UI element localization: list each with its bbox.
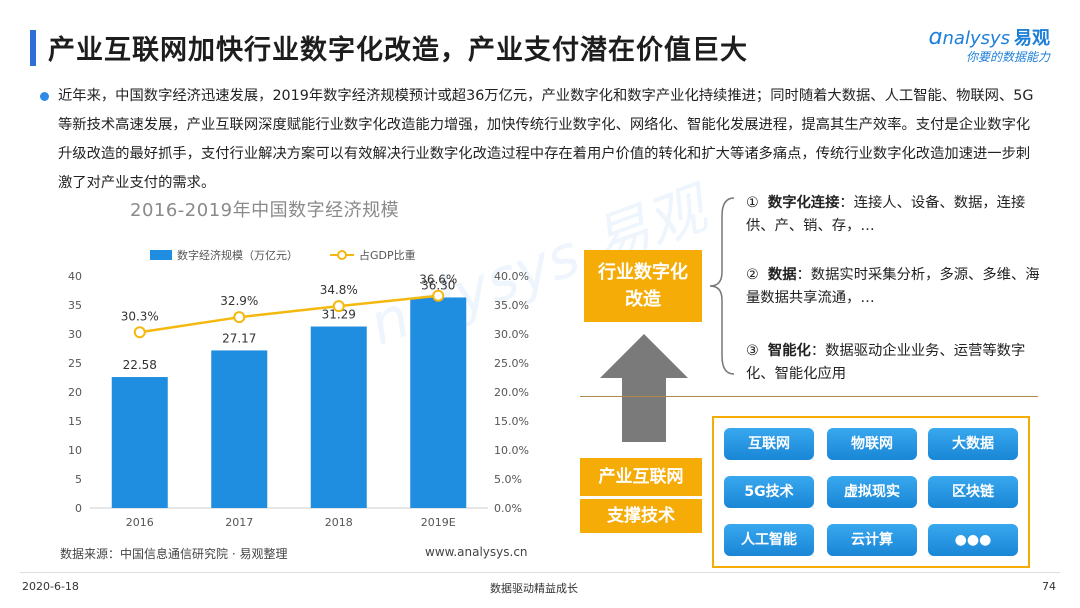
line-label-2017: 32.9% xyxy=(220,294,258,308)
logo-latin: nalysys xyxy=(942,28,1011,49)
data-source: 数据来源：中国信息通信研究院 · 易观整理 xyxy=(60,547,288,561)
point-1-text: ：连接人、设备、数据，连接供、产、销、存，… xyxy=(746,195,1026,234)
bar-2018 xyxy=(310,326,367,508)
y-right-tick: 40.0% xyxy=(494,270,529,283)
footer-date: 2020-6-18 xyxy=(22,580,79,593)
footer-slogan: 数据驱动精益成长 xyxy=(490,582,578,595)
economy-chart: 数字经济规模（万亿元） 占GDP比重 0 5 10 15 20 25 30 35 40 0.0% 5.0… xyxy=(68,248,529,529)
y-right-tick: 15.0% xyxy=(494,415,529,428)
point-3-num: ③ xyxy=(746,343,759,359)
bar-label-2017: 27.17 xyxy=(222,331,256,345)
y-right-tick: 20.0% xyxy=(494,386,529,399)
tech-tile-more: ●●● xyxy=(928,524,1018,556)
y-left-tick: 15 xyxy=(68,415,82,428)
intro-paragraph: 近年来，中国数字经济迅速发展，2019年数字经济规模预计或超36万亿元，产业数字… xyxy=(58,88,1034,191)
y-left-tick: 30 xyxy=(68,328,82,341)
bullet-dot-icon xyxy=(40,92,49,101)
y-left-tick: 0 xyxy=(75,502,82,515)
industry-digitalization-box: 行业数字化 改造 xyxy=(584,250,702,322)
x-tick-2018: 2018 xyxy=(325,516,353,529)
y-left-tick: 20 xyxy=(68,386,82,399)
page-title: 产业互联网加快行业数字化改造，产业支付潜在价值巨大 xyxy=(48,35,748,66)
y-left-tick: 35 xyxy=(68,299,82,312)
y-right-tick: 30.0% xyxy=(494,328,529,341)
up-arrow-icon xyxy=(600,334,688,442)
tech-tile-blockchain: 区块链 xyxy=(928,476,1018,508)
y-right-tick: 25.0% xyxy=(494,357,529,370)
logo-slogan: 你要的数据能力 xyxy=(965,50,1050,64)
top-box-line-1: 行业数字化 xyxy=(598,262,688,283)
bar-2019E xyxy=(410,297,467,508)
line-point-2019E xyxy=(432,289,445,302)
point-3-text: ：数据驱动企业业务、运营等数字化、智能化应用 xyxy=(746,343,1026,382)
analysys-logo: ɑnalysys 易观 你要的数据能力 xyxy=(900,24,1050,68)
footer-divider xyxy=(20,572,1060,573)
point-intelligence: ③ 智能化：数据驱动企业业务、运营等数字化、智能化应用 xyxy=(746,340,1046,386)
y-left-tick: 5 xyxy=(75,473,82,486)
page-number: 74 xyxy=(1042,580,1056,593)
tech-tile-ai: 人工智能 xyxy=(724,524,814,556)
bar-label-2018: 31.29 xyxy=(322,308,356,322)
legend-line-label: 占GDP比重 xyxy=(359,248,416,262)
line-point-2016 xyxy=(133,326,146,339)
y-left-tick: 25 xyxy=(68,357,82,370)
tech-tile-iot: 物联网 xyxy=(827,428,917,460)
y-right-tick: 10.0% xyxy=(494,444,529,457)
point-2-head: 数据 xyxy=(767,267,797,283)
y-left-tick: 10 xyxy=(68,444,82,457)
legend-bar-label: 数字经济规模（万亿元） xyxy=(177,248,298,262)
y-right-tick: 0.0% xyxy=(494,502,522,515)
line-point-2017 xyxy=(233,311,246,324)
tech-tile-cloud: 云计算 xyxy=(827,524,917,556)
y-right-tick: 5.0% xyxy=(494,473,522,486)
tech-grid-frame xyxy=(712,416,1030,568)
industrial-internet-box: 产业互联网 xyxy=(580,458,702,496)
point-2-num: ② xyxy=(746,267,759,283)
logo-a-mark: ɑ xyxy=(928,25,943,50)
logo-cn: 易观 xyxy=(1014,28,1050,49)
top-box-line-2: 改造 xyxy=(625,289,661,310)
y-right-tick: 35.0% xyxy=(494,299,529,312)
website-url: www.analysys.cn xyxy=(425,545,528,559)
tech-tile-big-data: 大数据 xyxy=(928,428,1018,460)
tech-tile-5g: 5G技术 xyxy=(724,476,814,508)
legend-line-marker xyxy=(337,250,347,260)
point-3-head: 智能化 xyxy=(767,343,811,359)
bar-label-2016: 22.58 xyxy=(123,358,157,372)
bar-2017 xyxy=(211,350,268,508)
chart-title: 2016-2019年中国数字经济规模 xyxy=(130,200,400,221)
line-point-2018 xyxy=(332,300,345,313)
x-tick-2019E: 2019E xyxy=(421,516,456,529)
legend-bar-swatch xyxy=(150,250,172,260)
x-tick-2017: 2017 xyxy=(225,516,253,529)
point-data: ② 数据：数据实时采集分析，多源、多维、海量数据共享流通，… xyxy=(746,264,1046,310)
brace-icon xyxy=(709,197,735,375)
point-digital-connection: ① 数字化连接：连接人、设备、数据，连接供、产、销、存，… xyxy=(746,192,1046,238)
tech-tile-internet: 互联网 xyxy=(724,428,814,460)
y-left-tick: 40 xyxy=(68,270,82,283)
support-tech-box: 支撑技术 xyxy=(580,499,702,533)
divider-line xyxy=(580,396,1038,397)
point-2-text: ：数据实时采集分析，多源、多维、海量数据共享流通，… xyxy=(746,267,1040,306)
tech-tile-vr: 虚拟现实 xyxy=(827,476,917,508)
point-1-num: ① xyxy=(746,195,759,211)
bar-label-2019E: 36.30 xyxy=(421,278,455,292)
title-accent-bar xyxy=(30,30,36,66)
line-label-2019E: 36.6% xyxy=(419,273,457,287)
gdp-share-line xyxy=(139,294,439,334)
point-1-head: 数字化连接 xyxy=(767,195,840,211)
bar-2016 xyxy=(111,377,168,508)
line-label-2016: 30.3% xyxy=(121,309,159,323)
line-label-2018: 34.8% xyxy=(320,283,358,297)
x-tick-2016: 2016 xyxy=(126,516,154,529)
